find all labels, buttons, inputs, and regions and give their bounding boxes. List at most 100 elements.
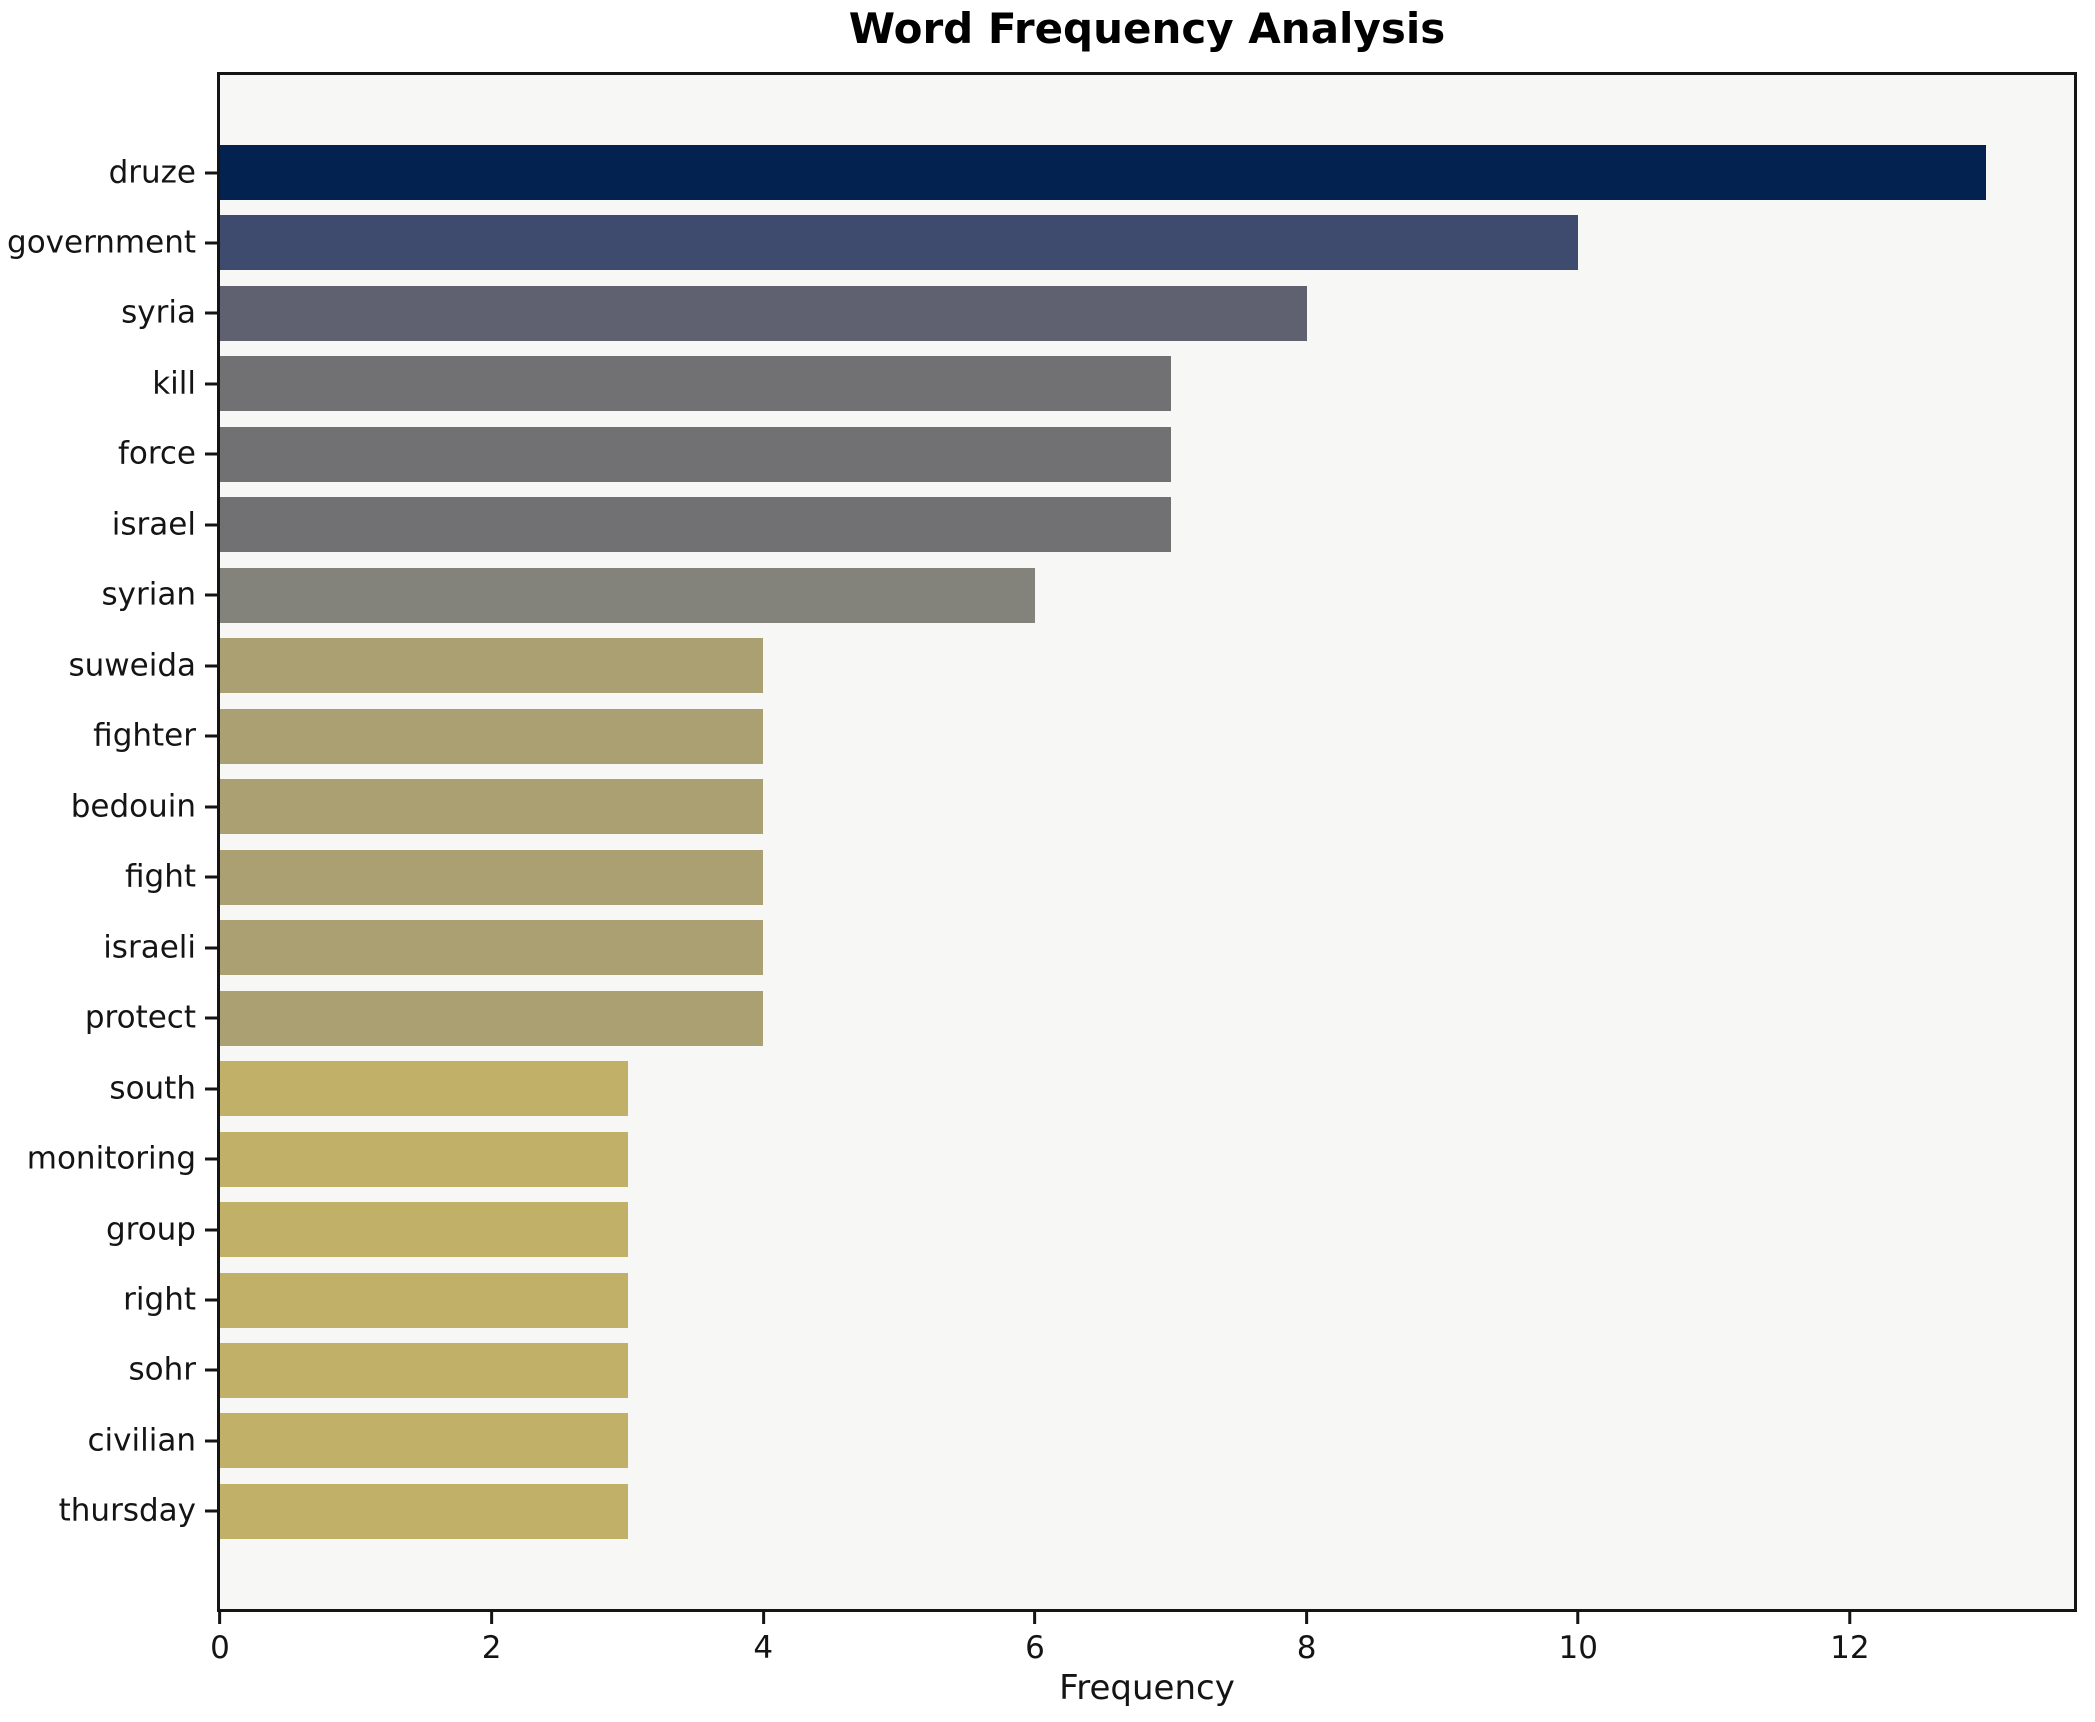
y-axis-label: druze [108, 154, 196, 190]
y-tick-mark [205, 1509, 217, 1513]
bar-row: sohr [128, 1342, 2074, 1398]
y-tick-mark [205, 1016, 217, 1020]
y-axis-label: force [117, 435, 196, 472]
bar-row: druze [109, 145, 2074, 200]
bar-row: israel [112, 497, 2074, 553]
y-tick-mark [205, 171, 217, 174]
bar-row: protect [85, 990, 2074, 1046]
bar-row: israeli [103, 920, 2074, 976]
x-tick-label: 6 [1025, 1630, 1045, 1666]
bar-row: fighter [93, 708, 2074, 764]
bar-right [220, 1272, 628, 1328]
bar-thursday [220, 1483, 628, 1539]
x-tick-mark [761, 1612, 765, 1624]
x-tick-mark [490, 1612, 494, 1624]
y-axis-label: syria [121, 294, 196, 331]
y-axis-label: civilian [87, 1422, 197, 1459]
y-tick-mark [205, 1157, 217, 1161]
bar-syria [220, 285, 1307, 341]
y-axis-label: monitoring [26, 1140, 196, 1177]
y-tick-mark [205, 241, 217, 245]
bar-row: force [118, 426, 2074, 482]
x-tick: 10 [1559, 1612, 1598, 1664]
y-axis-label: kill [152, 365, 196, 402]
bar-row: bedouin [71, 779, 2074, 835]
bar-kill [220, 356, 1171, 412]
y-axis-label: thursday [58, 1492, 196, 1529]
y-axis-label: suweida [68, 647, 196, 684]
y-axis-label: israel [111, 506, 196, 543]
bar-row: right [123, 1272, 2074, 1328]
y-axis-label: israeli [103, 929, 196, 966]
bar-sohr [220, 1342, 628, 1398]
bar-row: syria [121, 285, 2074, 341]
y-tick-mark [205, 875, 217, 879]
bar-protect [220, 990, 764, 1046]
bar-fighter [220, 708, 764, 764]
bar-israeli [220, 920, 764, 976]
y-tick-mark [205, 805, 217, 809]
y-axis-label: syrian [101, 576, 197, 613]
bar-row: monitoring [27, 1131, 2074, 1187]
y-axis-label: sohr [128, 1351, 196, 1388]
bar-bedouin [220, 779, 764, 835]
y-tick-mark [205, 946, 217, 950]
y-axis-label: government [7, 224, 196, 261]
y-axis-label: right [123, 1281, 196, 1318]
y-axis-label: group [105, 1211, 196, 1248]
y-tick-mark [205, 523, 217, 527]
bar-syrian [220, 567, 1036, 623]
x-tick-label: 8 [1296, 1630, 1317, 1666]
y-tick-mark [205, 734, 217, 738]
x-tick: 0 [210, 1612, 230, 1664]
x-tick: 8 [1296, 1612, 1317, 1666]
x-tick-label: 10 [1558, 1630, 1598, 1666]
bar-fight [220, 849, 764, 905]
bar-suweida [220, 638, 764, 694]
y-tick-mark [205, 1228, 217, 1232]
y-axis-label: bedouin [70, 788, 196, 825]
y-axis-label: fighter [93, 717, 196, 754]
bar-row: government [7, 215, 2074, 271]
x-tick-mark [1033, 1612, 1037, 1624]
x-axis-label: Frequency [1059, 1668, 1235, 1708]
x-tick: 4 [753, 1612, 773, 1664]
x-axis-ticks: 0 2 4 6 8 10 12 [210, 1612, 2074, 1672]
y-tick-mark [205, 1298, 217, 1302]
bar-group [220, 1202, 628, 1258]
bar-row: south [109, 1061, 2074, 1117]
bar-druze [220, 145, 1986, 200]
y-tick-mark [205, 664, 217, 668]
x-tick-label: 0 [210, 1630, 230, 1666]
bar-row: fight [125, 849, 2074, 905]
bar-monitoring [220, 1131, 628, 1187]
y-tick-mark [205, 382, 217, 386]
x-tick-label: 4 [753, 1630, 774, 1666]
x-tick: 6 [1025, 1612, 1045, 1664]
x-tick: 12 [1830, 1612, 1870, 1666]
bar-row: syrian [102, 567, 2074, 623]
x-tick-label: 12 [1830, 1630, 1870, 1666]
x-tick: 2 [482, 1612, 501, 1664]
bar-civilian [220, 1413, 628, 1469]
y-axis-label: protect [84, 999, 196, 1036]
y-tick-mark [205, 311, 217, 315]
chart-title: Word Frequency Analysis [848, 4, 1446, 53]
plot-area: druze government syria kill force israel syria… [7, 72, 2077, 1612]
bar-row: kill [152, 356, 2074, 412]
x-tick-mark [218, 1612, 222, 1624]
bar-south [220, 1061, 628, 1117]
bars-container: druze government syria kill force israel syria… [7, 75, 2074, 1609]
x-tick-mark [1576, 1612, 1580, 1624]
bar-row: civilian [88, 1413, 2074, 1469]
bar-force [220, 426, 1171, 482]
y-axis-label: fight [124, 858, 196, 895]
y-axis-label: south [109, 1070, 196, 1107]
x-tick-mark [1848, 1612, 1852, 1624]
bar-row: group [106, 1202, 2074, 1258]
y-tick-mark [205, 1368, 217, 1372]
y-tick-mark [205, 452, 217, 456]
y-tick-mark [205, 1087, 217, 1091]
bar-row: thursday [59, 1483, 2074, 1539]
